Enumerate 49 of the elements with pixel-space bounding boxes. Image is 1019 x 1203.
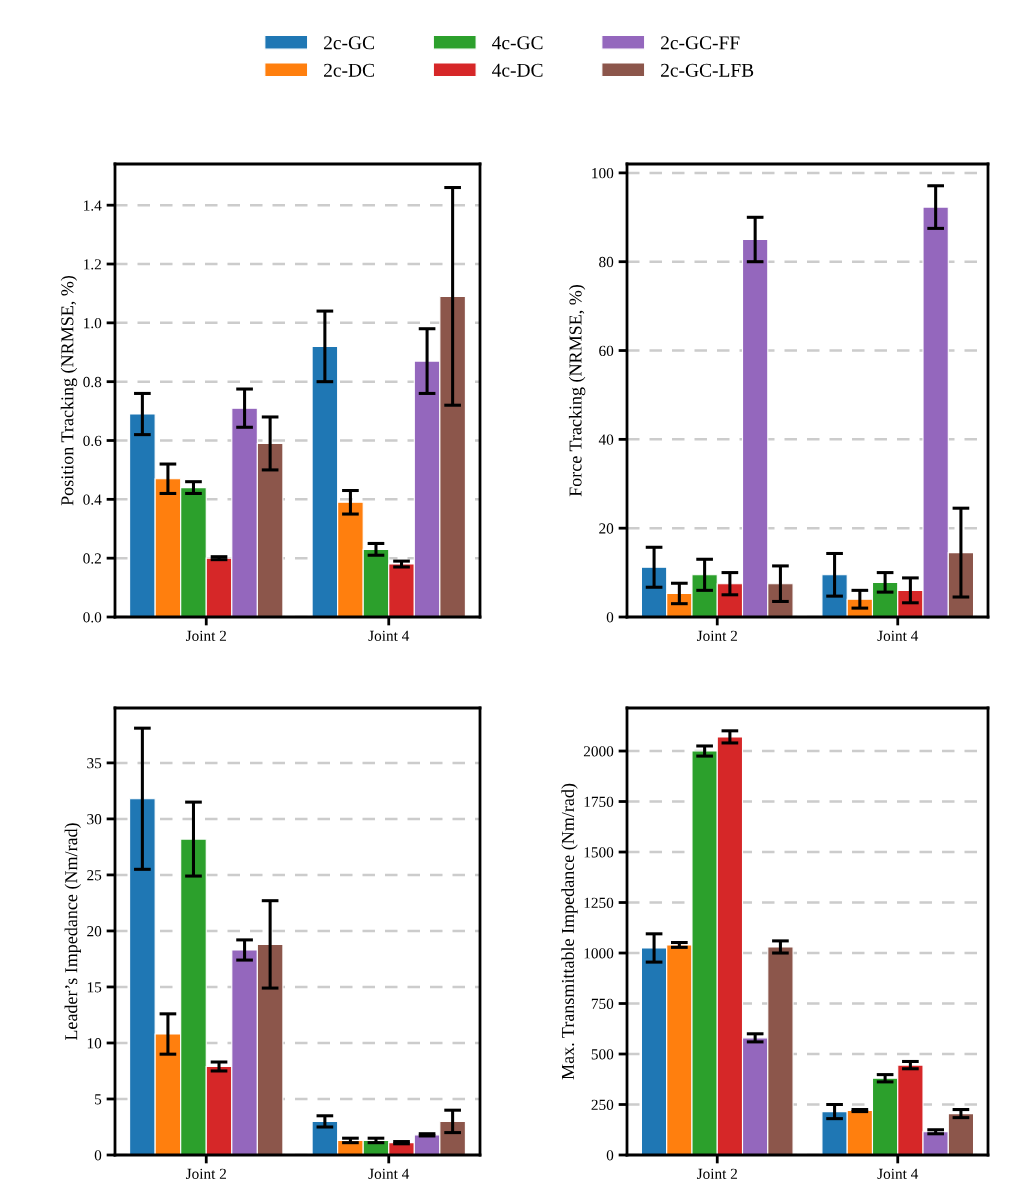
x-tick-label: Joint 4 <box>368 1168 410 1179</box>
y-tick-label: 0.8 <box>83 376 102 388</box>
y-tick-label: 0.0 <box>83 612 102 623</box>
legend-label: 4c-GC <box>492 36 543 50</box>
y-tick-label: 2000 <box>583 746 614 757</box>
y-tick-label: 5 <box>95 1094 102 1105</box>
y-tick-label: 1250 <box>584 897 614 908</box>
y-axis-title: Force Tracking (NRMSE, %) <box>568 284 586 497</box>
x-tick-label: Joint 2 <box>185 1168 226 1179</box>
y-tick-label: 750 <box>591 998 614 1009</box>
y-tick-label: 1000 <box>584 948 614 959</box>
y-tick-label: 30 <box>87 814 102 825</box>
y-axis-title: Position Tracking (NRMSE, %) <box>60 275 78 506</box>
y-tick-label: 0.4 <box>83 494 102 505</box>
y-tick-label: 0 <box>606 1150 614 1161</box>
legend-label: 2c-GC-LFB <box>661 63 754 77</box>
y-tick-label: 250 <box>591 1099 614 1110</box>
y-tick-label: 35 <box>87 758 102 769</box>
y-tick-label: 1750 <box>584 796 614 807</box>
y-tick-label: 60 <box>599 345 614 356</box>
y-axis-title: Leader’s Impedance (Nm/rad) <box>64 823 81 1041</box>
x-tick-label: Joint 2 <box>185 630 226 641</box>
x-tick-label: Joint 4 <box>368 630 410 641</box>
legend-label: 2c-GC-FF <box>661 36 740 50</box>
legend-label: 4c-DC <box>492 63 543 77</box>
y-tick-label: 100 <box>592 168 614 179</box>
x-tick-label: Joint 2 <box>696 1168 737 1179</box>
y-tick-label: 500 <box>591 1049 614 1060</box>
legend-label: 2c-DC <box>324 63 374 77</box>
x-tick-label: Joint 4 <box>877 630 919 641</box>
y-tick-label: 0.6 <box>83 435 102 447</box>
y-tick-label: 1.4 <box>84 200 102 211</box>
y-tick-label: 20 <box>87 926 102 937</box>
y-tick-label: 0 <box>606 612 614 623</box>
y-tick-label: 10 <box>87 1038 102 1049</box>
y-tick-label: 1.2 <box>84 259 101 270</box>
y-axis-title: Max. Transmittable Impedance (Nm/rad) <box>561 783 578 1080</box>
y-tick-label: 1.0 <box>84 317 102 329</box>
y-tick-label: 1500 <box>584 847 614 858</box>
x-tick-label: Joint 4 <box>877 1168 919 1179</box>
legend-label: 2c-GC <box>324 36 374 50</box>
y-tick-label: 15 <box>87 982 102 993</box>
x-tick-label: Joint 2 <box>696 630 737 641</box>
y-tick-label: 25 <box>87 870 102 881</box>
y-tick-label: 0.2 <box>83 553 101 564</box>
y-tick-label: 20 <box>599 523 614 534</box>
y-tick-label: 80 <box>599 256 614 268</box>
y-tick-label: 0 <box>94 1150 102 1161</box>
y-tick-label: 40 <box>598 434 614 445</box>
